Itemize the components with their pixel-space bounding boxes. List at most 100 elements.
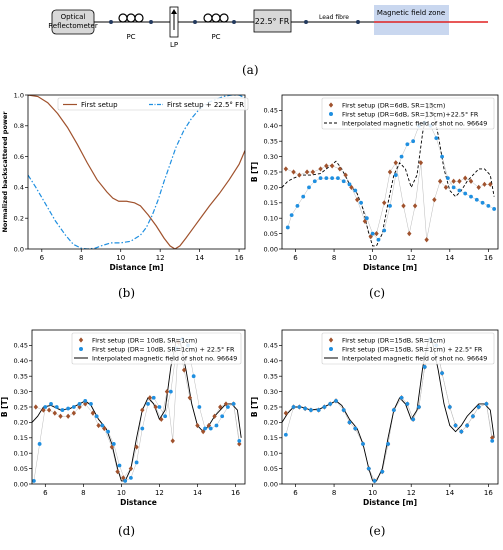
- y-tick-label: 0.8: [14, 122, 24, 130]
- y-tick-label: 0.15: [264, 434, 278, 442]
- data-point-circle: [440, 371, 444, 376]
- y-tick-label: 0.35: [264, 373, 278, 381]
- data-point-circle: [128, 475, 133, 480]
- data-point-diamond: [476, 184, 481, 190]
- data-point-diamond: [96, 422, 101, 429]
- data-point-circle: [353, 426, 358, 431]
- data-point-circle: [476, 405, 481, 409]
- data-point-diamond: [223, 401, 229, 407]
- data-point-diamond: [102, 425, 107, 432]
- data-point-circle: [447, 405, 452, 409]
- plot-frame: [27, 94, 246, 250]
- data-point-circle: [388, 203, 392, 208]
- plot-frame: [281, 329, 499, 485]
- y-tick-label: 0.45: [264, 107, 278, 115]
- data-point-circle: [106, 429, 110, 434]
- legend-label: First setup (DR= 10dB, SR=1cm) + 22.5° F…: [92, 345, 235, 353]
- y-tick-label: 0.45: [264, 342, 278, 350]
- chart-e: 6 8 10 12 14 16 0.00 0.05 0.10 0.15 0.20 0.25 0.30 0.…: [250, 329, 499, 507]
- y-tick-label: 0.35: [264, 138, 278, 146]
- legend-box: [71, 332, 242, 365]
- data-point-diamond: [170, 438, 175, 444]
- data-point-diamond: [468, 178, 474, 184]
- data-point-diamond: [128, 466, 134, 472]
- y-axis-label: Normalized backscattered power: [1, 111, 9, 233]
- legend-swatch: [78, 337, 84, 343]
- data-point-circle: [94, 414, 99, 419]
- y-axis-label: B [T]: [0, 397, 9, 417]
- data-point-circle: [440, 154, 444, 159]
- y-tick-label: 0.05: [14, 465, 28, 473]
- data-point-circle: [328, 402, 333, 406]
- data-point-diamond: [432, 197, 437, 203]
- legend-box: [321, 332, 495, 365]
- x-tick-label: 8: [332, 254, 336, 262]
- data-point-diamond: [482, 181, 487, 187]
- data-point-diamond: [349, 184, 354, 190]
- x-tick-label: 14: [445, 254, 454, 262]
- data-point-diamond: [490, 435, 495, 441]
- data-point-circle: [157, 405, 162, 409]
- panel-label-b: (b): [118, 286, 136, 300]
- x-tick-label: 12: [407, 254, 416, 262]
- chart-b: 6 8 10 12 14 16 0.0 0.2 0.4 0.6 0.8 1.0 Distance [m]…: [1, 91, 249, 272]
- data-point-circle: [336, 176, 340, 181]
- data-point-diamond: [382, 200, 387, 206]
- data-point-circle: [32, 479, 36, 483]
- data-point-circle: [220, 414, 225, 419]
- legend-box: [321, 97, 495, 130]
- data-point-circle: [71, 405, 76, 409]
- data-point-circle: [283, 432, 288, 437]
- data-point-circle: [134, 460, 139, 465]
- data-point-diamond: [181, 367, 187, 373]
- data-point-circle: [445, 176, 450, 181]
- x-tick-label: 12: [155, 489, 164, 497]
- y-tick-label: 0.45: [14, 342, 28, 350]
- data-point-circle: [399, 154, 404, 159]
- pc2-label: PC: [211, 33, 220, 41]
- data-point-circle: [341, 179, 346, 184]
- data-point-circle: [490, 438, 495, 443]
- data-point-circle: [359, 200, 363, 205]
- legend-swatch: [329, 347, 333, 351]
- data-point-diamond: [153, 404, 158, 410]
- x-tick-label: 8: [81, 489, 85, 497]
- y-tick-label: 0.25: [14, 403, 28, 411]
- data-point-diamond: [374, 231, 379, 237]
- data-point-circle: [312, 179, 317, 184]
- x-axis-label: Distance [m]: [363, 498, 417, 507]
- y-tick-label: 0.20: [264, 419, 278, 427]
- data-point-diamond: [457, 178, 462, 184]
- panel-label-a: (a): [242, 63, 259, 77]
- data-point-diamond: [393, 160, 398, 166]
- y-tick-label: 0.25: [264, 403, 278, 411]
- data-point-diamond: [52, 410, 58, 416]
- x-tick-label: 10: [368, 489, 377, 497]
- y-tick-label: 0.25: [264, 168, 278, 176]
- data-point-diamond: [291, 169, 296, 175]
- data-point-diamond: [46, 407, 52, 413]
- data-point-circle: [146, 402, 150, 406]
- data-point-circle: [417, 405, 421, 409]
- y-tick-label: 0.10: [264, 450, 278, 458]
- data-point-circle: [301, 194, 306, 199]
- data-point-circle: [411, 139, 416, 144]
- data-point-diamond: [77, 404, 82, 410]
- data-point-circle: [214, 423, 219, 428]
- data-point-circle: [49, 402, 53, 406]
- chart-d: 6 8 10 12 14 16 0.00 0.05 0.10 0.15 0.20 0.25 0.30 0.…: [0, 329, 246, 507]
- setup-diagram: Optical Reflectometer PC LP PC 22.5° FR …: [48, 5, 488, 49]
- data-point-circle: [197, 405, 202, 409]
- legend-swatch: [328, 102, 334, 108]
- y-tick-label: 1.0: [14, 91, 24, 99]
- data-point-circle: [341, 408, 346, 412]
- data-point-circle: [382, 228, 387, 233]
- data-point-circle: [295, 203, 300, 208]
- data-point-circle: [285, 225, 290, 230]
- magnetic-field-zone-box: [374, 5, 449, 35]
- x-tick-label: 12: [407, 489, 416, 497]
- x-tick-label: 6: [40, 254, 45, 262]
- data-point-circle: [140, 426, 145, 431]
- data-point-diamond: [206, 422, 212, 429]
